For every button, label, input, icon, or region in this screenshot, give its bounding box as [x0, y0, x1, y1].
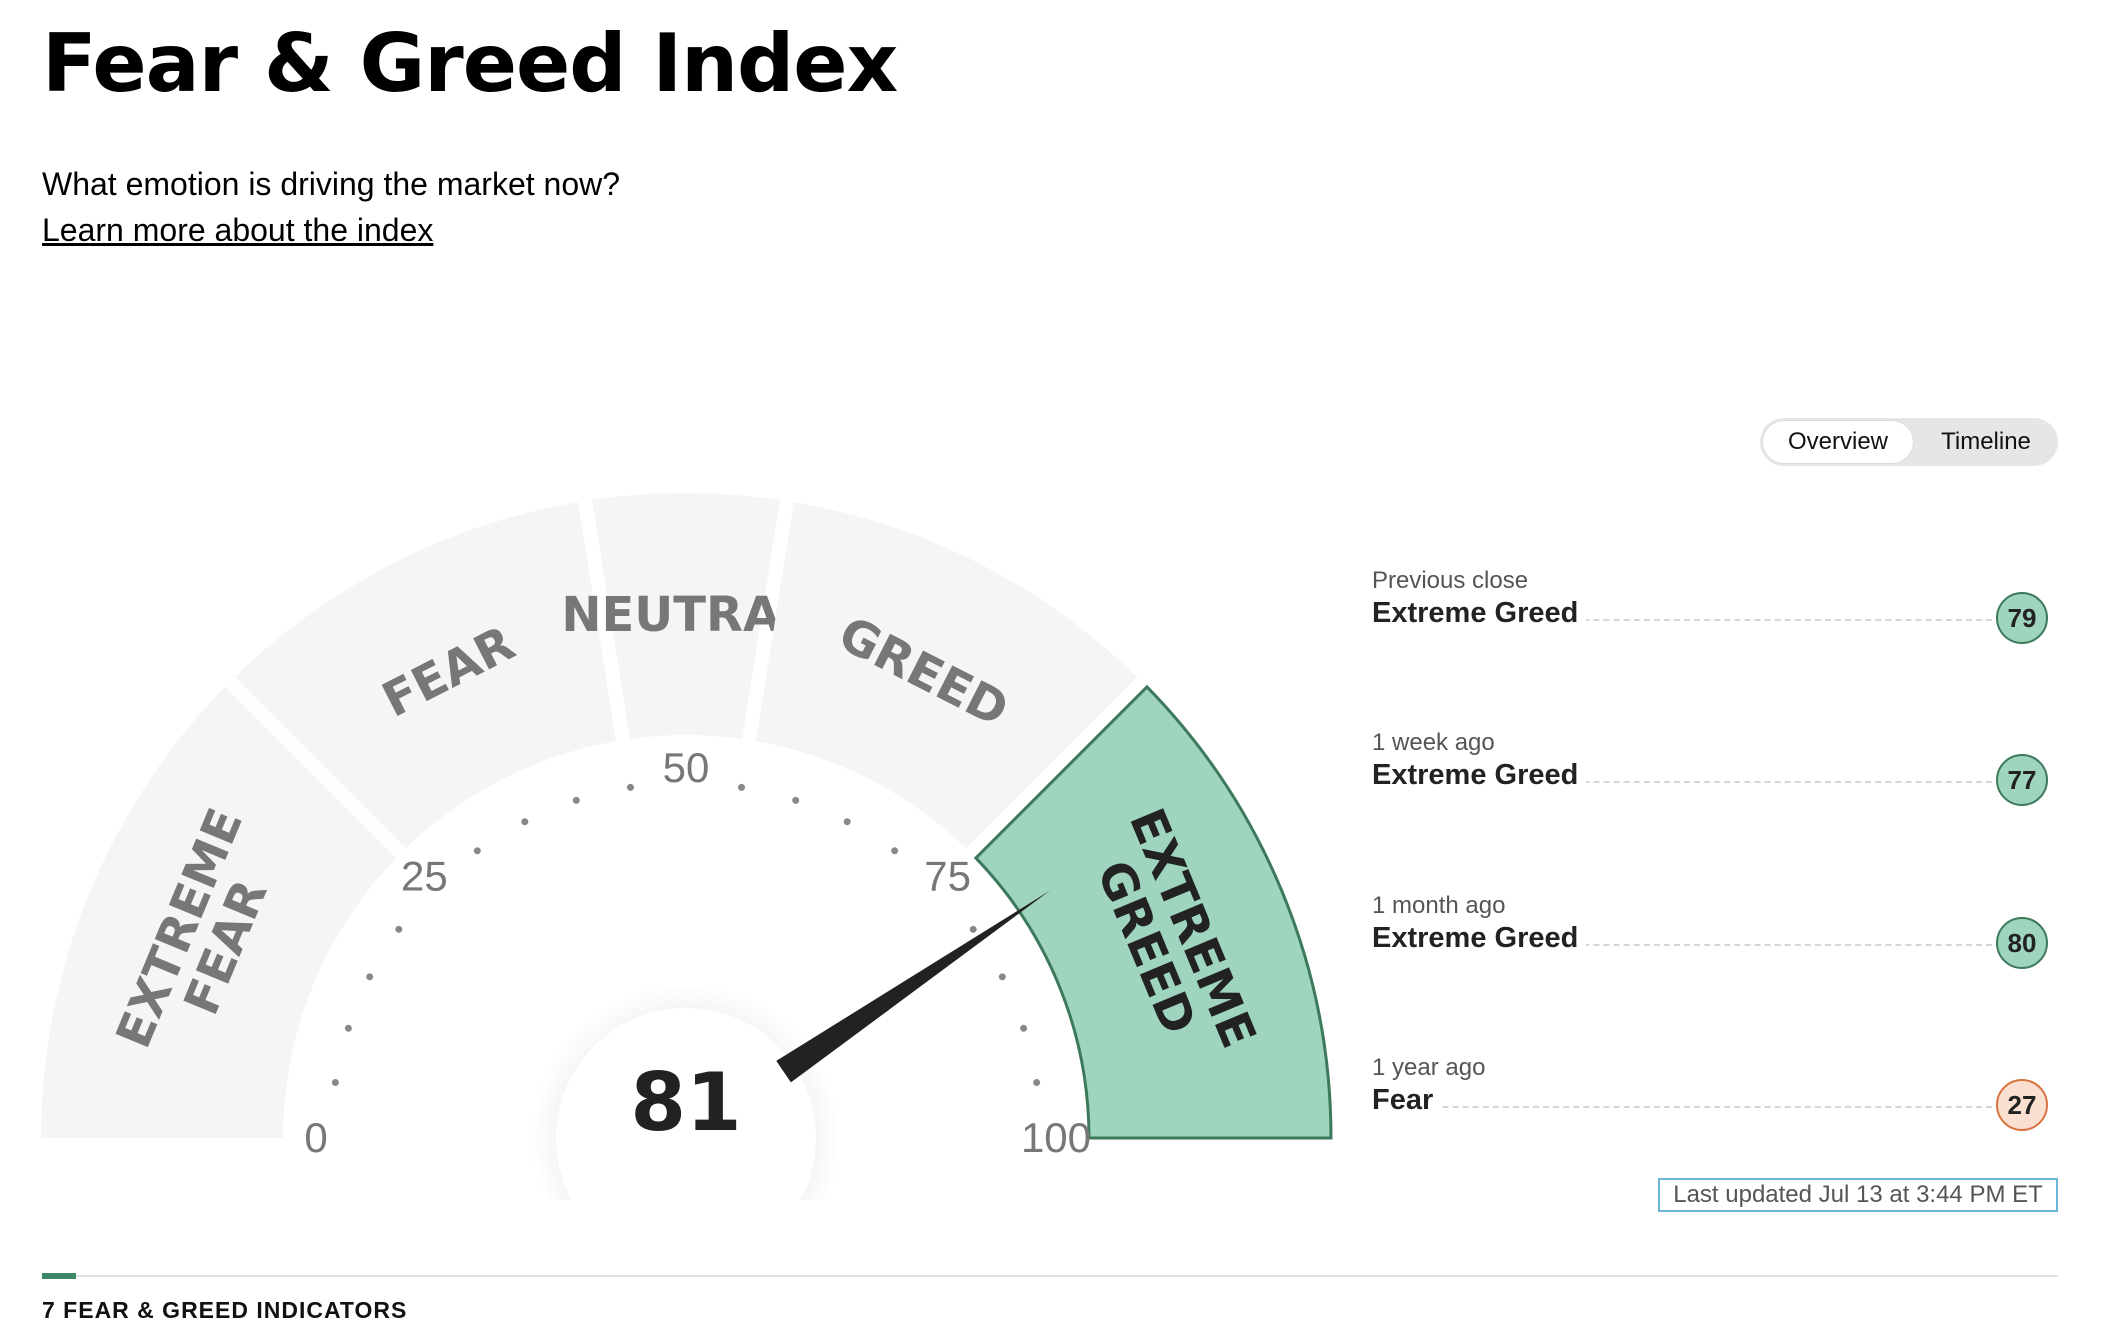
gauge-tick-label: 75	[924, 852, 971, 899]
history-row-previous-close: Previous close Extreme Greed 79	[1372, 567, 2052, 687]
gauge-segment-greed	[755, 502, 1138, 849]
history-row-1-year: 1 year ago Fear 27	[1372, 1054, 2052, 1174]
gauge-scale-dot	[331, 1078, 339, 1086]
gauge-scale-dot	[395, 925, 403, 933]
gauge-tick-label: 0	[304, 1114, 327, 1161]
page-title: Fear & Greed Index	[42, 17, 898, 110]
section-divider-accent	[42, 1273, 76, 1279]
dotted-leader	[1372, 1106, 1992, 1108]
gauge-segment-extreme-greed	[973, 684, 1333, 1140]
dotted-leader	[1372, 944, 1992, 946]
gauge-scale-dot	[626, 783, 634, 791]
gauge-tick-label: 50	[663, 744, 710, 791]
gauge-scale-dot	[521, 818, 529, 826]
gauge-scale-dot	[843, 818, 851, 826]
history-value-badge: 27	[1996, 1079, 2048, 1131]
history-value-badge: 80	[1996, 917, 2048, 969]
last-updated: Last updated Jul 13 at 3:44 PM ET	[1658, 1178, 2058, 1212]
history-rating: Extreme Greed	[1372, 922, 1587, 955]
gauge-tick-label: 25	[401, 852, 448, 899]
history-rating: Extreme Greed	[1372, 759, 1587, 792]
history-value-badge: 79	[1996, 592, 2048, 644]
history-label: 1 month ago	[1372, 892, 1506, 919]
dotted-leader	[1372, 619, 1992, 621]
gauge-scale-dot	[738, 783, 746, 791]
gauge-scale-dot	[1033, 1078, 1041, 1086]
history-value-badge: 77	[1996, 754, 2048, 806]
learn-more-link[interactable]: Learn more about the index	[42, 212, 434, 248]
indicators-heading: 7 FEAR & GREED INDICATORS	[42, 1297, 408, 1323]
gauge-scale-dot	[366, 973, 374, 981]
gauge-segment-extreme-fear	[41, 686, 397, 1138]
gauge-segment-label-neutral: NEUTRAL	[561, 587, 810, 643]
gauge-scale-dot	[1020, 1024, 1028, 1032]
gauge-needle	[776, 890, 1050, 1083]
gauge-value: 81	[630, 1056, 741, 1149]
page-subtitle: What emotion is driving the market now?	[42, 166, 621, 202]
gauge-scale-dot	[344, 1024, 352, 1032]
overview-tab[interactable]: Overview	[1763, 421, 1913, 463]
section-divider	[42, 1275, 2058, 1277]
history-row-1-month: 1 month ago Extreme Greed 80	[1372, 892, 2052, 1012]
gauge-tick-label: 100	[1021, 1114, 1091, 1161]
gauge-scale-dot	[969, 925, 977, 933]
gauge-scale-dot	[572, 796, 580, 804]
dotted-leader	[1372, 781, 1992, 783]
gauge-segment-neutral	[592, 493, 780, 739]
history-label: 1 year ago	[1372, 1054, 1486, 1081]
gauge-scale-dot	[792, 796, 800, 804]
history-label: 1 week ago	[1372, 729, 1495, 756]
history-label: Previous close	[1372, 567, 1529, 594]
gauge-scale-dot	[473, 847, 481, 855]
history-row-1-week: 1 week ago Extreme Greed 77	[1372, 729, 2052, 849]
timeline-tab[interactable]: Timeline	[1941, 428, 2031, 455]
history-rating: Extreme Greed	[1372, 597, 1587, 630]
gauge-segment-fear	[234, 502, 617, 849]
history-rating: Fear	[1372, 1084, 1442, 1117]
gauge-scale-dot	[891, 847, 899, 855]
gauge-scale-dot	[998, 973, 1006, 981]
gauge-hub	[556, 1008, 816, 1200]
view-toggle: Overview Timeline	[1760, 418, 2058, 466]
